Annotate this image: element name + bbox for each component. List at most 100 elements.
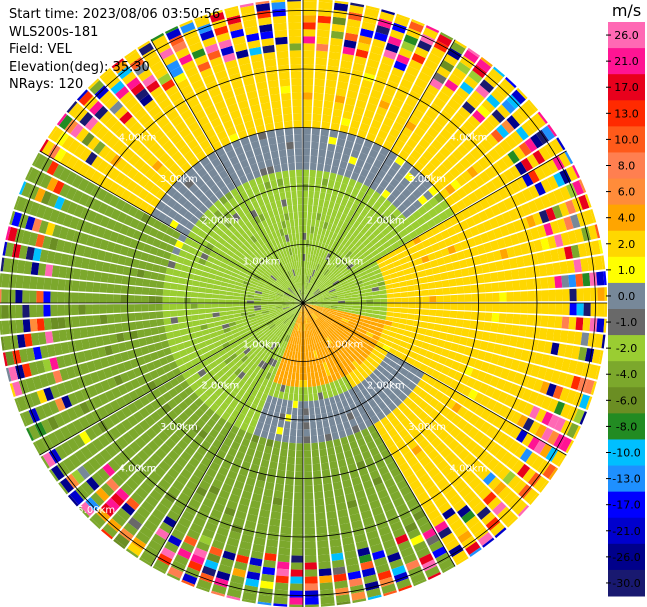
- ppi-gate: [355, 136, 365, 146]
- ppi-gate: [488, 148, 501, 162]
- ppi-gate: [477, 312, 486, 321]
- ppi-gate: [421, 309, 430, 316]
- ppi-gate: [287, 357, 292, 365]
- ppi-gate: [125, 548, 139, 559]
- ppi-gate: [225, 299, 233, 303]
- ppi-gate: [260, 276, 268, 282]
- ppi-gate: [587, 256, 596, 271]
- ppi-gate: [326, 353, 332, 361]
- ppi-gate: [212, 312, 220, 318]
- ppi-gate: [430, 337, 439, 346]
- ppi-gate: [287, 320, 293, 328]
- ppi-gate: [172, 191, 183, 202]
- ppi-gate: [329, 216, 336, 225]
- ppi-gate: [426, 322, 435, 330]
- ppi-gate: [303, 232, 307, 240]
- ppi-gate: [100, 357, 110, 369]
- ppi-gate: [282, 299, 290, 302]
- ppi-gate: [317, 29, 330, 38]
- ppi-gate: [454, 327, 463, 336]
- ppi-gate: [392, 397, 403, 407]
- ppi-gate: [275, 307, 283, 311]
- ppi-gate: [277, 554, 290, 563]
- ppi-gate: [186, 327, 195, 334]
- ppi-gate: [509, 335, 518, 347]
- ppi-gate: [364, 202, 373, 212]
- ppi-gate: [208, 168, 218, 179]
- ppi-gate: [133, 411, 144, 423]
- ppi-gate: [326, 283, 334, 289]
- ppi-gate: [326, 222, 333, 231]
- ppi-gate: [120, 189, 132, 202]
- ppi-gate: [333, 573, 347, 583]
- ppi-gate: [503, 394, 515, 407]
- ppi-gate: [391, 241, 400, 250]
- ppi-gate: [490, 322, 499, 333]
- ppi-gate: [306, 232, 310, 241]
- ppi-gate: [141, 500, 155, 514]
- ppi-gate: [342, 479, 353, 489]
- ppi-gate: [58, 114, 73, 130]
- ppi-gate: [338, 335, 345, 343]
- ppi-gate: [462, 101, 476, 114]
- ppi-gate: [397, 359, 407, 368]
- ppi-gate: [327, 65, 339, 74]
- ppi-gate: [437, 240, 447, 250]
- ppi-gate: [303, 298, 309, 303]
- ppi-gate: [102, 523, 118, 538]
- ppi-gate: [221, 257, 230, 265]
- ppi-gate: [183, 178, 195, 189]
- ppi-gate: [289, 435, 296, 444]
- ppi-gate: [108, 168, 121, 181]
- ppi-gate: [293, 283, 298, 291]
- ppi-gate: [357, 314, 365, 319]
- ppi-gate: [96, 369, 107, 381]
- ppi-gate: [122, 432, 134, 445]
- ppi-gate: [261, 310, 270, 314]
- ppi-gate: [379, 307, 388, 312]
- ppi-gate: [413, 395, 423, 406]
- ppi-gate: [349, 318, 357, 323]
- ppi-gate: [424, 245, 434, 255]
- ppi-gate: [213, 209, 223, 219]
- ppi-gate: [23, 261, 33, 275]
- ppi-gate: [304, 541, 316, 549]
- ppi-gate: [206, 418, 217, 428]
- ppi-gate: [323, 321, 330, 328]
- ppi-gate: [324, 433, 333, 442]
- ppi-gate: [295, 330, 299, 338]
- ppi-gate: [315, 263, 320, 271]
- ppi-gate: [263, 338, 271, 345]
- ppi-gate: [385, 352, 395, 360]
- ppi-gate: [340, 352, 348, 360]
- ppi-gate: [290, 576, 303, 584]
- ppi-gate: [590, 303, 598, 317]
- ppi-gate: [323, 279, 331, 286]
- ppi-gate: [400, 243, 409, 252]
- ppi-gate: [316, 297, 324, 300]
- ppi-gate: [74, 390, 85, 403]
- ppi-gate: [433, 273, 442, 282]
- ppi-gate: [374, 356, 383, 365]
- ppi-gate: [387, 151, 398, 162]
- ppi-gate: [247, 156, 257, 166]
- ppi-gate: [563, 216, 574, 231]
- ppi-gate: [251, 185, 260, 194]
- ppi-gate: [532, 150, 546, 165]
- ppi-gate: [121, 322, 130, 332]
- ppi-gate: [65, 155, 79, 170]
- ppi-gate: [313, 320, 319, 328]
- ppi-gate: [177, 195, 188, 206]
- ppi-gate: [25, 216, 36, 231]
- ppi-gate: [482, 472, 496, 486]
- ppi-gate: [257, 472, 267, 482]
- ppi-gate: [260, 298, 269, 302]
- ppi-gate: [322, 391, 329, 399]
- ppi-gate: [393, 287, 401, 293]
- ppi-gate: [471, 129, 485, 143]
- ppi-gate: [225, 303, 233, 307]
- ppi-gate: [301, 303, 303, 310]
- ppi-gate: [352, 303, 360, 306]
- ppi-gate: [406, 239, 416, 249]
- ppi-gate: [253, 427, 262, 437]
